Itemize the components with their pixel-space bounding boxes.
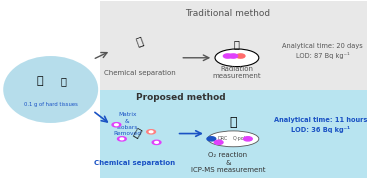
Circle shape [118,137,126,141]
Text: 🖥: 🖥 [234,40,240,50]
Text: DRC: DRC [217,136,228,141]
FancyBboxPatch shape [100,90,367,178]
Circle shape [147,130,155,134]
Text: Radiation
measurement: Radiation measurement [212,66,261,79]
Circle shape [115,124,118,126]
Circle shape [112,123,121,127]
Circle shape [207,137,216,141]
Text: 💉: 💉 [131,128,142,140]
Text: 🧪: 🧪 [135,36,145,48]
Circle shape [223,54,232,58]
Circle shape [243,137,252,141]
Text: Q-pole: Q-pole [232,136,249,141]
Ellipse shape [3,56,98,123]
Text: 🦷: 🦷 [60,76,67,86]
Text: O₂ reaction
&
ICP-MS measurement: O₂ reaction & ICP-MS measurement [191,152,265,173]
FancyBboxPatch shape [100,1,367,90]
Text: Analytical time: 20 days
LOD: 87 Bq kg⁻¹: Analytical time: 20 days LOD: 87 Bq kg⁻¹ [282,43,363,59]
Circle shape [120,138,124,140]
Text: Chemical separation: Chemical separation [104,70,176,76]
Circle shape [155,141,158,143]
Circle shape [214,140,223,144]
Text: Proposed method: Proposed method [136,93,226,102]
Circle shape [149,131,153,133]
Ellipse shape [215,49,259,67]
Text: 🖥: 🖥 [229,117,237,129]
Text: 🦴: 🦴 [36,76,43,86]
Text: 0.1 g of hard tissues: 0.1 g of hard tissues [24,102,77,107]
Text: Matrix
&
Isobars
Removed: Matrix & Isobars Removed [113,112,141,136]
Circle shape [152,140,161,144]
Text: Chemical separation: Chemical separation [94,160,175,166]
Text: Analytical time: 11 hours
LOD: 36 Bq kg⁻¹: Analytical time: 11 hours LOD: 36 Bq kg⁻… [274,117,367,133]
Text: Traditional method: Traditional method [185,9,270,18]
Circle shape [229,54,238,58]
Circle shape [236,54,245,58]
Ellipse shape [208,131,259,147]
